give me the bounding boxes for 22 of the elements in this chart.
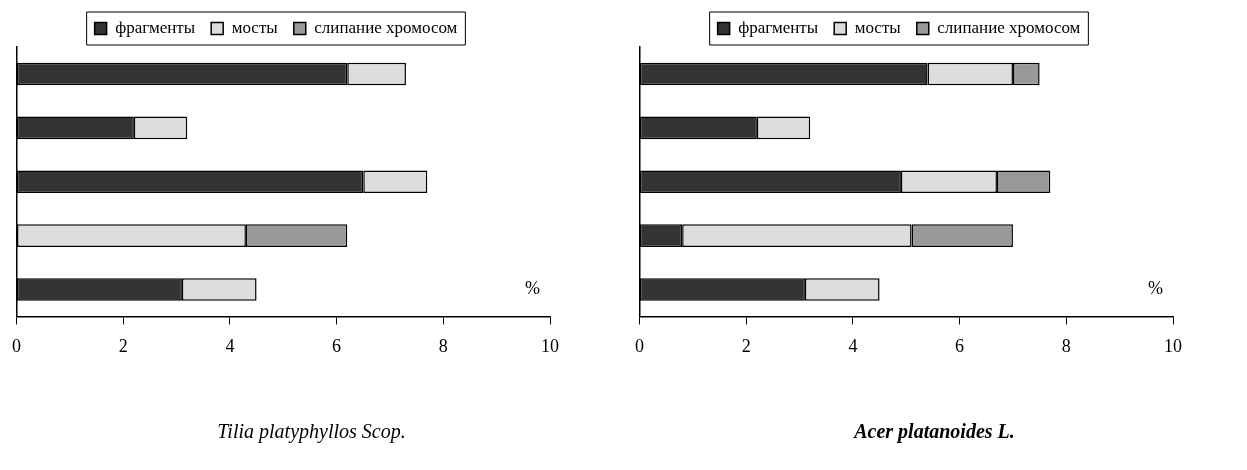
x-tick-label: 10: [1164, 335, 1182, 356]
x-tick-label: 10: [541, 335, 559, 356]
x-tick-label: 4: [225, 335, 235, 356]
x-tick-label: 6: [332, 335, 342, 356]
x-axis-title: %: [525, 278, 540, 299]
x-tick-label: 0: [635, 335, 644, 356]
text: Acer platanoides L.: [852, 420, 1016, 443]
x-tick-label: 6: [955, 335, 965, 356]
legend-label: слипание хромосом: [314, 17, 458, 37]
x-tick-label: 8: [438, 335, 448, 356]
legend-label: мосты: [854, 17, 902, 37]
legend-label: фрагменты: [738, 17, 819, 37]
x-tick-label: 2: [118, 335, 128, 356]
x-tick-label: 2: [741, 335, 751, 356]
legend-label: слипание хромосом: [937, 17, 1081, 37]
x-tick-label: 0: [12, 335, 21, 356]
x-tick-label: 4: [848, 335, 858, 356]
legend-label: фрагменты: [115, 17, 196, 37]
legend-label: мосты: [231, 17, 279, 37]
x-tick-label: 8: [1061, 335, 1071, 356]
text: Tilia platyphyllos Scop.: [216, 420, 407, 443]
x-axis-title: %: [1148, 278, 1163, 299]
